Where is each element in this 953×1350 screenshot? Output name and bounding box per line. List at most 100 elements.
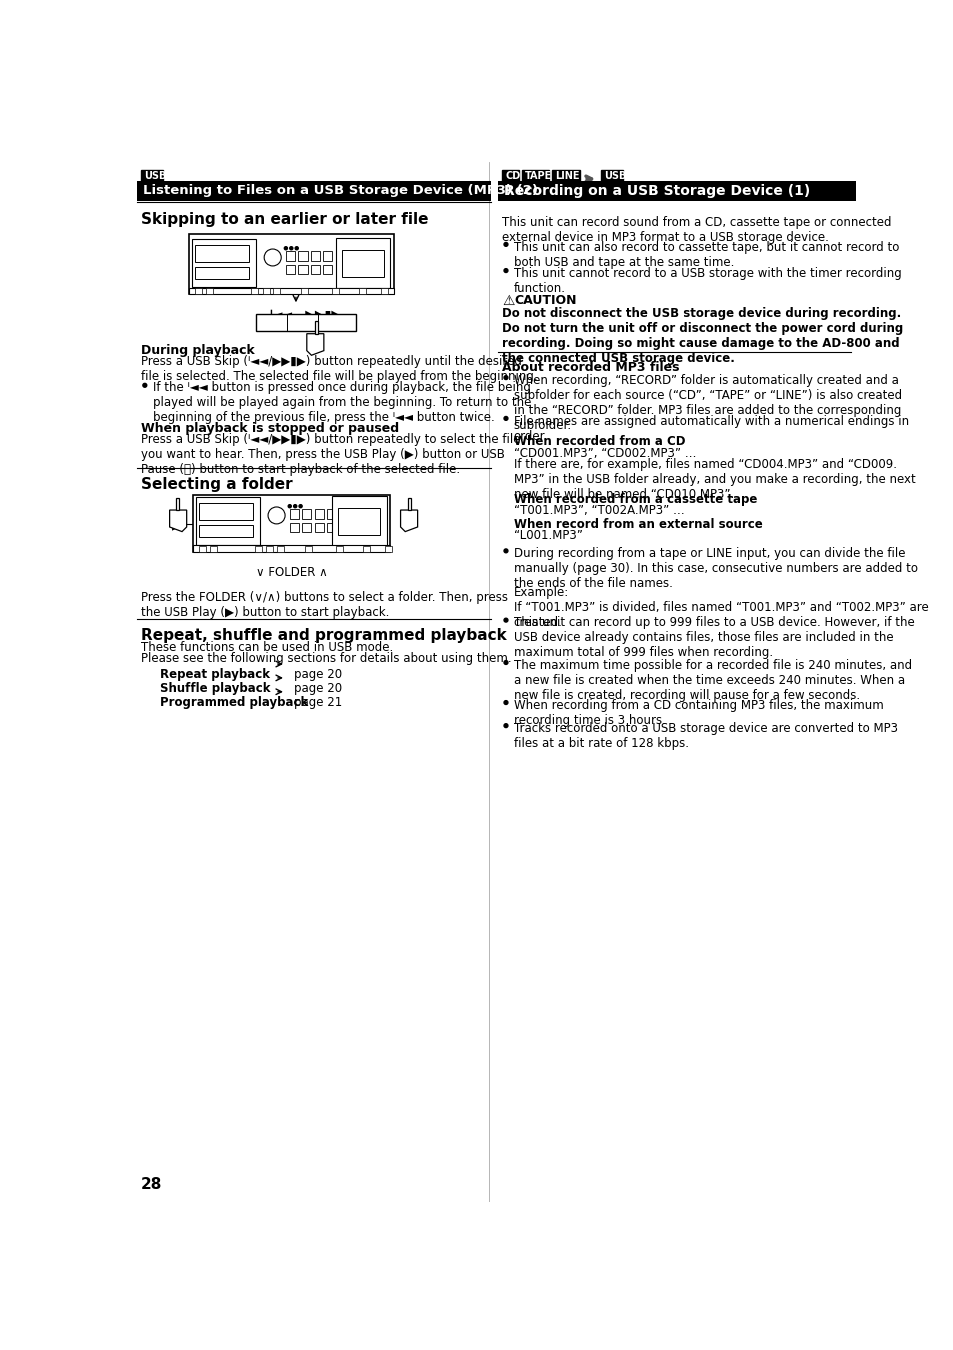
Bar	[206, 289, 213, 294]
Circle shape	[294, 505, 296, 508]
Text: When record from an external source: When record from an external source	[513, 518, 761, 531]
Text: Tracks recorded onto a USB storage device are converted to MP3
files at a bit ra: Tracks recorded onto a USB storage devic…	[513, 722, 897, 749]
Bar	[381, 289, 388, 294]
Circle shape	[503, 549, 507, 552]
Circle shape	[503, 417, 507, 420]
Bar	[311, 265, 319, 274]
Bar	[521, 170, 549, 182]
Text: When recording from a CD containing MP3 files, the maximum
recording time is 3 h: When recording from a CD containing MP3 …	[513, 699, 882, 726]
Bar	[290, 524, 298, 532]
Bar	[255, 315, 356, 331]
Text: This unit can also record to cassette tape, but it cannot record to
both USB and: This unit can also record to cassette ta…	[513, 240, 898, 269]
Bar	[600, 170, 622, 182]
Text: These functions can be used in USB mode.: These functions can be used in USB mode.	[141, 641, 393, 653]
Circle shape	[288, 505, 291, 508]
Text: This unit cannot record to a USB storage with the timer recording
function.: This unit cannot record to a USB storage…	[513, 267, 901, 294]
Text: Selecting a folder: Selecting a folder	[141, 477, 293, 491]
Text: ∨ FOLDER ∧: ∨ FOLDER ∧	[256, 566, 328, 579]
Text: page 21: page 21	[294, 695, 341, 709]
Bar	[323, 251, 332, 261]
Text: CAUTION: CAUTION	[514, 294, 577, 308]
Text: Example:
If “T001.MP3” is divided, files named “T001.MP3” and “T002.MP3” are
cre: Example: If “T001.MP3” is divided, files…	[513, 586, 927, 629]
Circle shape	[268, 508, 285, 524]
Bar	[195, 289, 202, 294]
Text: When recording, “RECORD” folder is automatically created and a
subfolder for eac: When recording, “RECORD” folder is autom…	[513, 374, 901, 432]
Polygon shape	[314, 321, 317, 333]
Text: Listening to Files on a USB Storage Device (MP3) (2): Listening to Files on a USB Storage Devi…	[143, 185, 537, 197]
Circle shape	[294, 247, 298, 250]
Circle shape	[290, 247, 293, 250]
Circle shape	[284, 247, 287, 250]
Text: Press a USB Skip (ᑊ◄◄/▶▶▮▶) button repeatedly to select the file
you want to hea: Press a USB Skip (ᑊ◄◄/▶▶▮▶) button repea…	[141, 433, 520, 477]
Bar	[189, 288, 394, 294]
Bar	[199, 547, 206, 552]
Text: LINE: LINE	[555, 171, 579, 181]
Polygon shape	[170, 510, 187, 532]
Bar	[363, 547, 370, 552]
Bar	[273, 289, 279, 294]
Text: “L001.MP3”: “L001.MP3”	[513, 528, 582, 541]
Text: Shuffle playback: Shuffle playback	[160, 682, 271, 695]
Bar	[327, 509, 335, 518]
Polygon shape	[307, 333, 323, 355]
Bar	[266, 547, 274, 552]
Text: Please see the following sections for details about using them.: Please see the following sections for de…	[141, 652, 511, 664]
Text: Recording on a USB Storage Device (1): Recording on a USB Storage Device (1)	[504, 184, 810, 198]
Bar	[254, 547, 261, 552]
Bar	[337, 508, 379, 535]
Bar	[192, 239, 255, 286]
Text: When recorded from a cassette tape: When recorded from a cassette tape	[513, 493, 757, 506]
Text: USB: USB	[604, 171, 626, 181]
Bar	[497, 181, 856, 201]
Bar	[195, 497, 259, 544]
Circle shape	[503, 269, 507, 273]
Bar	[552, 170, 579, 182]
Text: During recording from a tape or LINE input, you can divide the file
manually (pa: During recording from a tape or LINE inp…	[513, 547, 917, 590]
Polygon shape	[408, 498, 411, 510]
Bar	[314, 524, 323, 532]
Text: If the ᑊ◄◄ button is pressed once during playback, the file being
played will be: If the ᑊ◄◄ button is pressed once during…	[152, 382, 531, 424]
Bar	[193, 494, 390, 552]
Text: “T001.MP3”, “T002A.MP3” …: “T001.MP3”, “T002A.MP3” …	[513, 504, 683, 517]
Text: ᑊ◄◄   ▶▶▮▶: ᑊ◄◄ ▶▶▮▶	[270, 309, 340, 323]
Bar	[323, 265, 332, 274]
Text: page 20: page 20	[294, 668, 341, 680]
Bar	[286, 265, 294, 274]
Text: The maximum time possible for a recorded file is 240 minutes, and
a new file is : The maximum time possible for a recorded…	[513, 659, 911, 702]
Text: This unit can record sound from a CD, cassette tape or connected
external device: This unit can record sound from a CD, ca…	[501, 216, 891, 244]
Bar	[341, 250, 383, 277]
Bar	[385, 547, 392, 552]
Circle shape	[143, 383, 147, 387]
Text: CD: CD	[505, 171, 520, 181]
Polygon shape	[400, 510, 417, 532]
Bar	[199, 525, 253, 537]
Text: ⚠: ⚠	[501, 294, 514, 308]
Bar	[210, 547, 216, 552]
Bar	[332, 497, 386, 547]
Bar	[302, 509, 311, 518]
Text: When playback is stopped or paused: When playback is stopped or paused	[141, 423, 398, 435]
Circle shape	[503, 724, 507, 728]
Circle shape	[503, 375, 507, 379]
Bar	[314, 509, 323, 518]
Bar	[286, 251, 294, 261]
Circle shape	[264, 248, 281, 266]
Text: Repeat, shuffle and programmed playback: Repeat, shuffle and programmed playback	[141, 628, 506, 643]
Text: Skipping to an earlier or later file: Skipping to an earlier or later file	[141, 212, 428, 227]
Text: Do not disconnect the USB storage device during recording.
Do not turn the unit : Do not disconnect the USB storage device…	[501, 306, 902, 364]
Text: page 20: page 20	[294, 682, 341, 695]
Text: When recorded from a CD: When recorded from a CD	[513, 435, 684, 448]
Text: “CD001.MP3”, “CD002.MP3” …: “CD001.MP3”, “CD002.MP3” …	[513, 447, 696, 460]
Bar	[327, 524, 335, 532]
Polygon shape	[175, 498, 179, 510]
Bar	[189, 235, 394, 294]
Text: This unit can record up to 999 files to a USB device. However, if the
USB device: This unit can record up to 999 files to …	[513, 617, 914, 659]
Bar	[311, 251, 319, 261]
Bar	[141, 170, 163, 182]
Bar	[262, 289, 270, 294]
Text: 28: 28	[141, 1177, 162, 1192]
Bar	[301, 289, 308, 294]
Circle shape	[503, 243, 507, 246]
Text: ▶: ▶	[172, 517, 182, 531]
Bar	[195, 246, 249, 262]
